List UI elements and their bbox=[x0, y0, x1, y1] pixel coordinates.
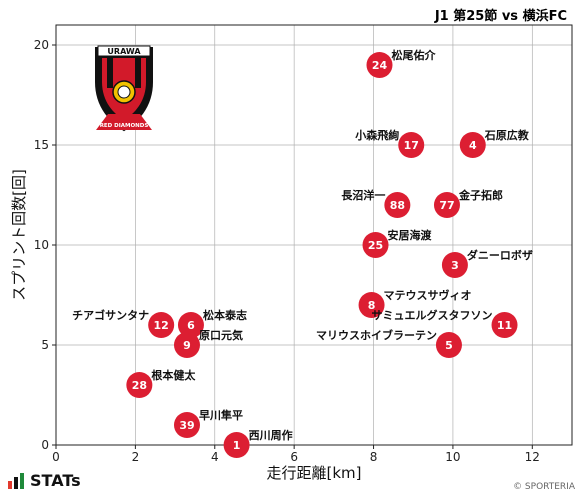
point-label: 原口元気 bbox=[199, 328, 243, 342]
point-number: 8 bbox=[368, 299, 376, 312]
brand-name: STATs bbox=[30, 471, 81, 490]
point-number: 4 bbox=[469, 139, 477, 152]
point-number: 1 bbox=[233, 439, 241, 452]
x-tick-label: 2 bbox=[132, 450, 140, 464]
point-label: 金子拓郎 bbox=[458, 188, 503, 202]
point-number: 28 bbox=[132, 379, 147, 392]
point-marker bbox=[148, 312, 175, 338]
x-tick-label: 0 bbox=[52, 450, 60, 464]
point-number: 77 bbox=[439, 199, 454, 212]
point-marker bbox=[384, 192, 411, 218]
point-number: 9 bbox=[183, 339, 191, 352]
point-number: 11 bbox=[497, 319, 512, 332]
player-point: 28 根本健太 bbox=[126, 368, 196, 398]
point-label: 長沼洋一 bbox=[341, 188, 385, 202]
point-label: 安居海渡 bbox=[388, 228, 433, 242]
point-number: 17 bbox=[404, 139, 419, 152]
point-number: 5 bbox=[445, 339, 453, 352]
y-tick-label: 0 bbox=[41, 438, 49, 452]
point-label: 早川隼平 bbox=[199, 408, 243, 422]
point-label: 石原広教 bbox=[484, 128, 530, 142]
point-marker bbox=[362, 232, 389, 258]
x-tick-label: 8 bbox=[370, 450, 378, 464]
point-label: 根本健太 bbox=[151, 368, 196, 382]
player-point: 1 西川周作 bbox=[223, 428, 293, 458]
point-label: チアゴサンタナ bbox=[72, 308, 149, 322]
player-point: 6 松本泰志 bbox=[177, 308, 247, 338]
crest-bottom-text: RED DIAMONDS bbox=[100, 123, 149, 129]
player-point: 88 長沼洋一 bbox=[341, 188, 411, 218]
logo-bars-icon bbox=[8, 472, 24, 489]
point-number: 12 bbox=[154, 319, 169, 332]
player-point: 3 ダニーロボザ bbox=[441, 248, 533, 278]
player-point: 17 小森飛絢 bbox=[354, 128, 425, 158]
point-marker bbox=[366, 52, 393, 78]
point-label: 小森飛絢 bbox=[354, 128, 399, 142]
player-point: 11 サミュエルグスタフソン bbox=[372, 308, 518, 338]
player-point: 25 安居海渡 bbox=[362, 228, 433, 258]
point-marker bbox=[398, 132, 425, 158]
point-number: 88 bbox=[390, 199, 405, 212]
x-axis-label: 走行距離[km] bbox=[266, 464, 361, 482]
point-label: 松尾佑介 bbox=[391, 48, 436, 62]
point-marker bbox=[126, 372, 153, 398]
player-point: 4 石原広教 bbox=[459, 128, 530, 158]
point-marker bbox=[433, 192, 460, 218]
point-label: マリウスホイブラーテン bbox=[316, 328, 437, 342]
point-marker bbox=[177, 312, 204, 338]
point-label: 松本泰志 bbox=[203, 308, 247, 322]
point-number: 39 bbox=[179, 419, 194, 432]
chart-title: J1 第25節 vs 横浜FC bbox=[434, 9, 567, 24]
point-number: 24 bbox=[372, 59, 388, 72]
player-point: 39 早川隼平 bbox=[173, 408, 243, 438]
point-number: 25 bbox=[368, 239, 383, 252]
player-point: 9 原口元気 bbox=[173, 328, 243, 358]
stats-logo: STATs bbox=[8, 471, 81, 490]
x-tick-label: 6 bbox=[290, 450, 298, 464]
player-point: 77 金子拓郎 bbox=[433, 188, 503, 218]
point-marker bbox=[491, 312, 518, 338]
y-axis-label: スプリント回数[回] bbox=[10, 169, 28, 301]
point-label: ダニーロボザ bbox=[467, 248, 533, 262]
crest-top-text: URAWA bbox=[107, 47, 141, 56]
point-marker bbox=[435, 332, 462, 358]
y-tick-label: 5 bbox=[41, 338, 49, 352]
x-tick-label: 4 bbox=[211, 450, 219, 464]
point-number: 6 bbox=[187, 319, 195, 332]
point-marker bbox=[223, 432, 250, 458]
point-label: 西川周作 bbox=[249, 428, 293, 442]
player-point: 5 マリウスホイブラーテン bbox=[316, 328, 462, 358]
point-marker bbox=[459, 132, 486, 158]
y-tick-label: 15 bbox=[34, 138, 49, 152]
player-point: 12 チアゴサンタナ bbox=[72, 308, 175, 338]
y-tick-label: 20 bbox=[34, 38, 49, 52]
point-label: サミュエルグスタフソン bbox=[372, 308, 493, 322]
point-marker bbox=[173, 332, 200, 358]
grid bbox=[55, 25, 572, 446]
y-tick-label: 10 bbox=[34, 238, 49, 252]
point-label: マテウスサヴィオ bbox=[384, 288, 472, 302]
point-number: 3 bbox=[451, 259, 459, 272]
x-tick-label: 10 bbox=[445, 450, 460, 464]
point-marker bbox=[173, 412, 200, 438]
point-marker bbox=[358, 292, 385, 318]
point-marker bbox=[441, 252, 468, 278]
x-tick-label: 12 bbox=[525, 450, 540, 464]
club-crest: URAWA RED DIAMONDS bbox=[95, 45, 153, 132]
player-point: 8 マテウスサヴィオ bbox=[358, 288, 472, 318]
plot-frame bbox=[55, 24, 573, 446]
credit-text: © SPORTERIA bbox=[513, 482, 575, 492]
